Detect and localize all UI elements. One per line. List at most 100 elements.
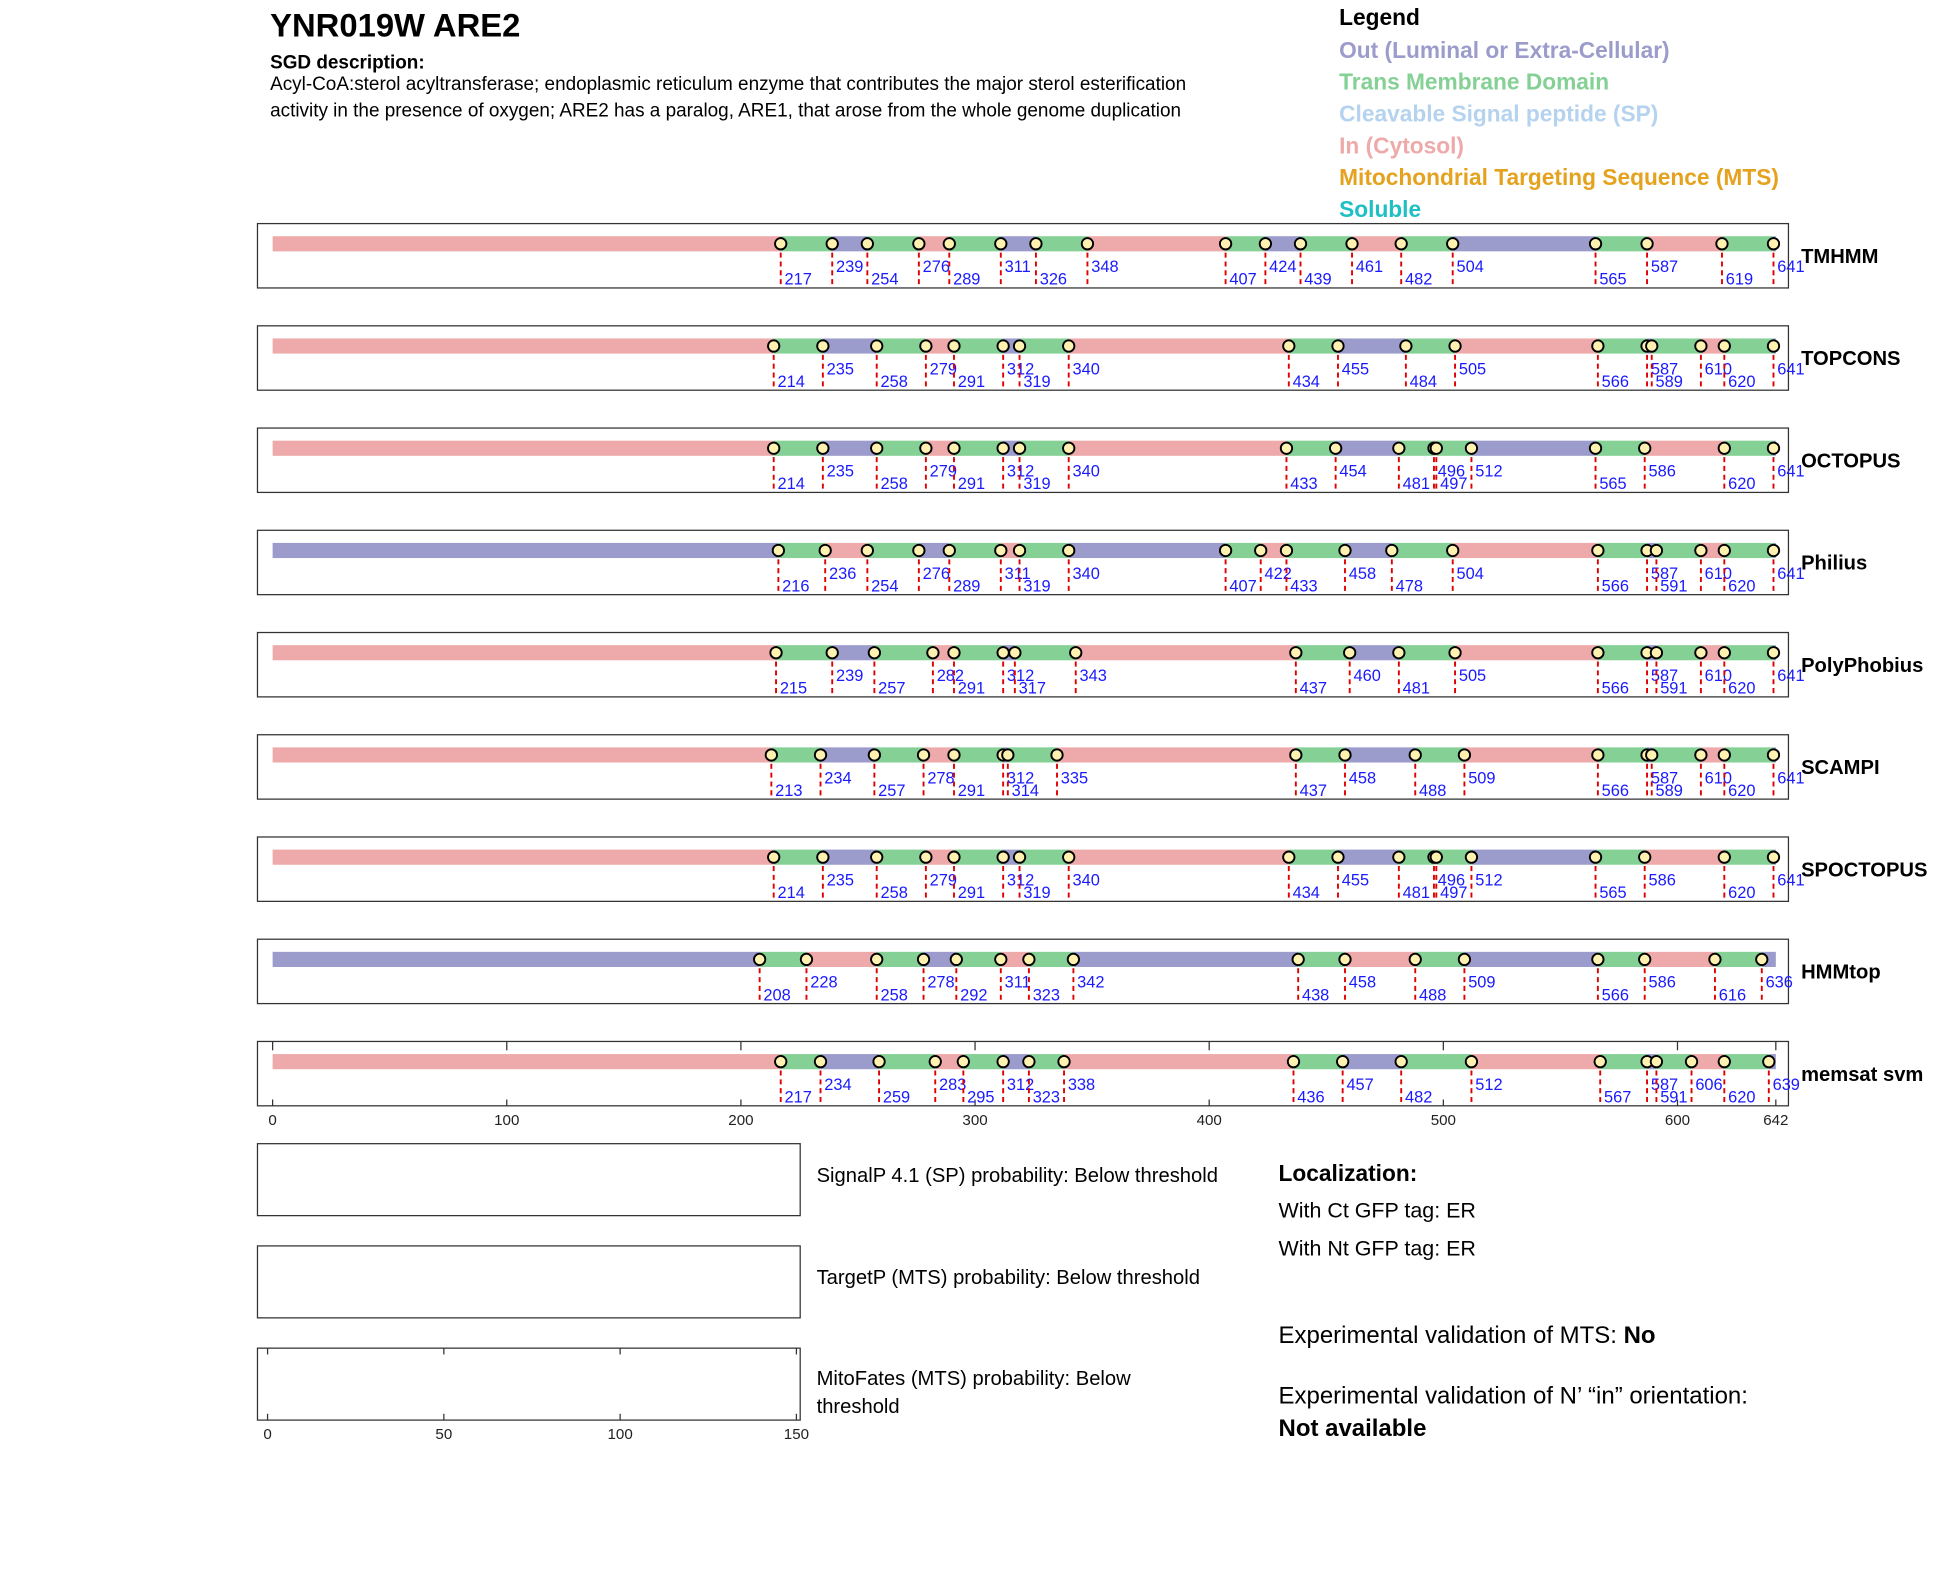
- topology-segment: [1471, 1054, 1601, 1070]
- boundary-label: 234: [824, 769, 851, 787]
- boundary-label: 497: [1440, 884, 1467, 902]
- boundary-marker: [1591, 748, 1605, 762]
- boundary-label: 620: [1728, 475, 1755, 493]
- boundary-marker: [1218, 237, 1233, 251]
- boundary-label: 289: [953, 271, 980, 289]
- boundary-marker: [1645, 339, 1659, 353]
- boundary-label: 278: [927, 974, 954, 992]
- boundary-label: 291: [958, 884, 985, 902]
- boundary-label: 587: [1651, 1076, 1678, 1094]
- boundary-label: 619: [1726, 271, 1753, 289]
- boundary-marker: [996, 339, 1010, 353]
- topology-segment: [923, 951, 957, 967]
- boundary-label: 276: [923, 258, 950, 276]
- boundary-label: 312: [1007, 1076, 1034, 1094]
- x-tick-label: 500: [1431, 1112, 1456, 1129]
- boundary-label: 282: [937, 667, 964, 685]
- boundary-label: 323: [1033, 1089, 1060, 1107]
- boundary-marker: [1293, 237, 1308, 251]
- topology-segment: [876, 338, 926, 354]
- boundary-marker: [947, 646, 961, 660]
- boundary-marker: [919, 850, 933, 864]
- boundary-marker: [1392, 441, 1406, 455]
- boundary-label: 348: [1091, 258, 1118, 276]
- boundary-label: 239: [836, 258, 863, 276]
- boundary-label: 314: [1012, 782, 1039, 800]
- topology-segment: [1064, 1054, 1294, 1070]
- topology-segment: [272, 440, 774, 456]
- boundary-label: 317: [1019, 680, 1046, 698]
- boundary-marker: [1343, 646, 1357, 660]
- boundary-label: 458: [1349, 974, 1376, 992]
- track-name: OCTOPUS: [1801, 450, 1900, 472]
- topology-segment: [1345, 951, 1416, 967]
- x-tick-label: 300: [962, 1112, 987, 1129]
- topology-segment: [1265, 236, 1301, 252]
- boundary-marker: [1062, 339, 1076, 353]
- topology-segment: [1295, 645, 1350, 661]
- boundary-marker: [1062, 850, 1076, 864]
- boundary-marker: [1069, 646, 1083, 660]
- topology-segment: [1656, 1054, 1692, 1070]
- boundary-label: 254: [871, 271, 898, 289]
- topology-segment: [771, 747, 821, 763]
- boundary-label: 217: [785, 271, 812, 289]
- boundary-label: 455: [1342, 360, 1369, 378]
- topology-segment: [1295, 747, 1346, 763]
- topology-segment: [820, 747, 875, 763]
- boundary-label: 292: [960, 986, 987, 1004]
- boundary-label: 606: [1695, 1076, 1722, 1094]
- boundary-label: 407: [1229, 271, 1256, 289]
- boundary-marker: [1766, 441, 1781, 455]
- boundary-marker: [1254, 543, 1268, 558]
- topology-segment: [1597, 951, 1645, 967]
- boundary-marker: [1717, 850, 1731, 864]
- track-name: SCAMPI: [1801, 757, 1880, 779]
- topology-segment: [1651, 338, 1701, 354]
- boundary-marker: [1029, 237, 1043, 251]
- boundary-marker: [867, 748, 881, 762]
- topology-segment: [1405, 338, 1456, 354]
- description: Acyl-CoA:sterol acyltransferase; endopla…: [270, 74, 1186, 95]
- boundary-marker: [996, 1055, 1010, 1069]
- topology-segment: [925, 849, 954, 865]
- boundary-marker: [1336, 1055, 1350, 1069]
- topology-segment: [1724, 645, 1774, 661]
- boundary-label: 340: [1072, 565, 1099, 583]
- boundary-marker: [1345, 237, 1359, 251]
- topology-segment: [879, 1054, 936, 1070]
- topology-segment: [773, 440, 823, 456]
- topology-segment: [923, 747, 954, 763]
- topology-segment: [1597, 338, 1648, 354]
- topology-segment: [876, 440, 926, 456]
- boundary-label: 509: [1468, 974, 1495, 992]
- topology-segment: [1651, 747, 1701, 763]
- boundary-marker: [1766, 646, 1781, 660]
- legend-item: Trans Membrane Domain: [1339, 69, 1609, 95]
- boundary-marker: [1588, 850, 1603, 864]
- boundary-marker: [816, 339, 830, 353]
- boundary-label: 312: [1007, 463, 1034, 481]
- boundary-label: 566: [1602, 373, 1629, 391]
- topology-segment: [1068, 542, 1226, 559]
- topology-segment: [1724, 747, 1774, 763]
- track-frame: [256, 222, 1790, 289]
- boundary-marker: [947, 850, 961, 864]
- x-tick-label: 642: [1763, 1112, 1788, 1129]
- topology-segment: [1300, 236, 1353, 252]
- boundary-marker: [1258, 237, 1273, 251]
- topology-segment: [1035, 236, 1088, 252]
- topology-segment: [272, 542, 779, 559]
- boundary-marker: [956, 1055, 970, 1069]
- boundary-marker: [764, 748, 778, 762]
- boundary-label: 461: [1356, 258, 1383, 276]
- boundary-label: 433: [1290, 475, 1317, 493]
- boundary-marker: [1338, 748, 1352, 762]
- boundary-marker: [1399, 339, 1413, 353]
- boundary-label: 340: [1072, 463, 1099, 481]
- boundary-label: 641: [1777, 565, 1804, 583]
- boundary-marker: [1329, 441, 1343, 455]
- boundary-label: 257: [878, 782, 905, 800]
- boundary-label: 504: [1456, 258, 1483, 276]
- boundary-label: 566: [1602, 680, 1629, 698]
